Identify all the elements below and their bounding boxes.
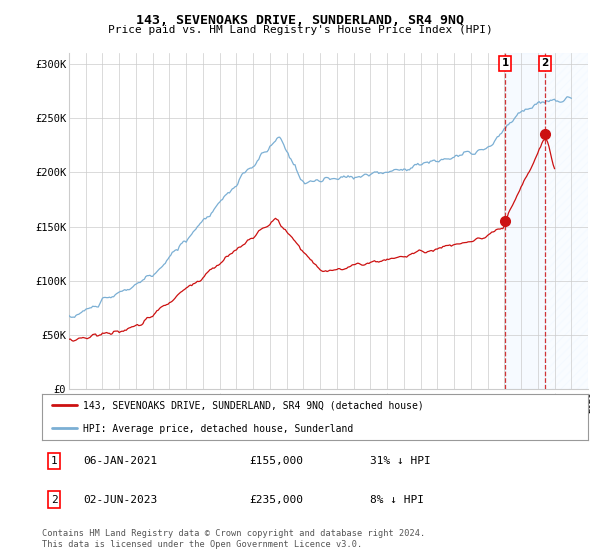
Text: 31% ↓ HPI: 31% ↓ HPI [370, 456, 430, 466]
Text: 8% ↓ HPI: 8% ↓ HPI [370, 494, 424, 505]
Text: 1: 1 [50, 456, 58, 466]
Bar [505, 53, 545, 389]
Bar [545, 53, 588, 389]
Text: 1: 1 [502, 58, 509, 68]
Text: Contains HM Land Registry data © Crown copyright and database right 2024.
This d: Contains HM Land Registry data © Crown c… [42, 529, 425, 549]
Text: HPI: Average price, detached house, Sunderland: HPI: Average price, detached house, Sund… [83, 423, 353, 433]
Text: 02-JUN-2023: 02-JUN-2023 [83, 494, 157, 505]
Text: 143, SEVENOAKS DRIVE, SUNDERLAND, SR4 9NQ (detached house): 143, SEVENOAKS DRIVE, SUNDERLAND, SR4 9N… [83, 400, 424, 410]
Text: £155,000: £155,000 [250, 456, 304, 466]
Text: Price paid vs. HM Land Registry's House Price Index (HPI): Price paid vs. HM Land Registry's House … [107, 25, 493, 35]
Text: 143, SEVENOAKS DRIVE, SUNDERLAND, SR4 9NQ: 143, SEVENOAKS DRIVE, SUNDERLAND, SR4 9N… [136, 14, 464, 27]
Text: £235,000: £235,000 [250, 494, 304, 505]
Text: 2: 2 [541, 58, 548, 68]
Text: 06-JAN-2021: 06-JAN-2021 [83, 456, 157, 466]
Text: 2: 2 [50, 494, 58, 505]
